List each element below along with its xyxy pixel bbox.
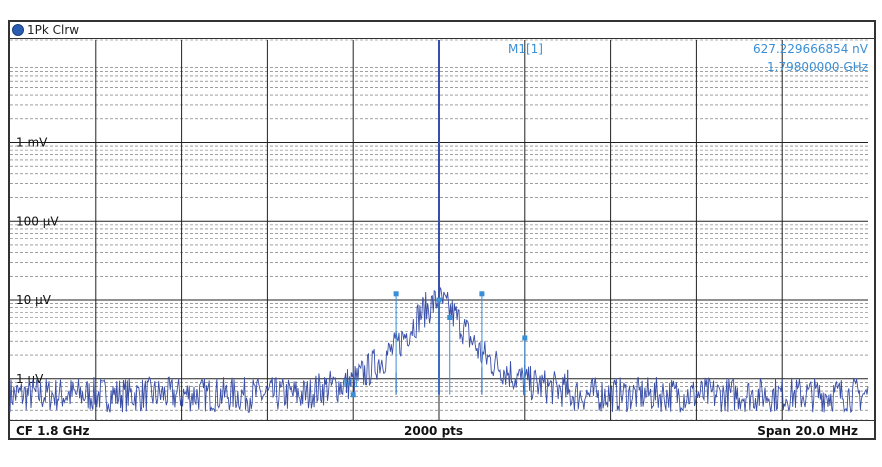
marker-readout-name: M1[1] xyxy=(508,42,543,56)
span-label: Span 20.0 MHz xyxy=(757,424,858,438)
y-tick-label: 1 µV xyxy=(16,372,44,386)
trace-label-text: 1Pk Clrw xyxy=(27,23,80,37)
footer-divider xyxy=(8,420,876,421)
y-tick-label: 1 mV xyxy=(16,135,48,149)
marker-point xyxy=(436,297,442,303)
marker-readout-value: 627.229666854 nV xyxy=(752,42,868,56)
marker-point xyxy=(393,291,399,297)
points-label: 2000 pts xyxy=(404,424,464,438)
marker-point xyxy=(350,392,356,398)
marker-point xyxy=(447,315,453,321)
trace-label: 1Pk Clrw xyxy=(12,22,79,38)
marker-label: M1 xyxy=(343,377,360,390)
y-tick-label: 10 µV xyxy=(16,293,52,307)
trace-indicator-icon xyxy=(12,24,24,36)
header-divider xyxy=(8,38,876,39)
marker-point xyxy=(479,291,485,297)
marker-readout-frequency: 1.79800000 GHz xyxy=(767,60,868,74)
center-frequency-label: CF 1.8 GHz xyxy=(16,424,90,438)
plot-frame xyxy=(8,20,876,440)
y-tick-label: 100 µV xyxy=(16,214,59,228)
marker-point xyxy=(522,335,528,341)
